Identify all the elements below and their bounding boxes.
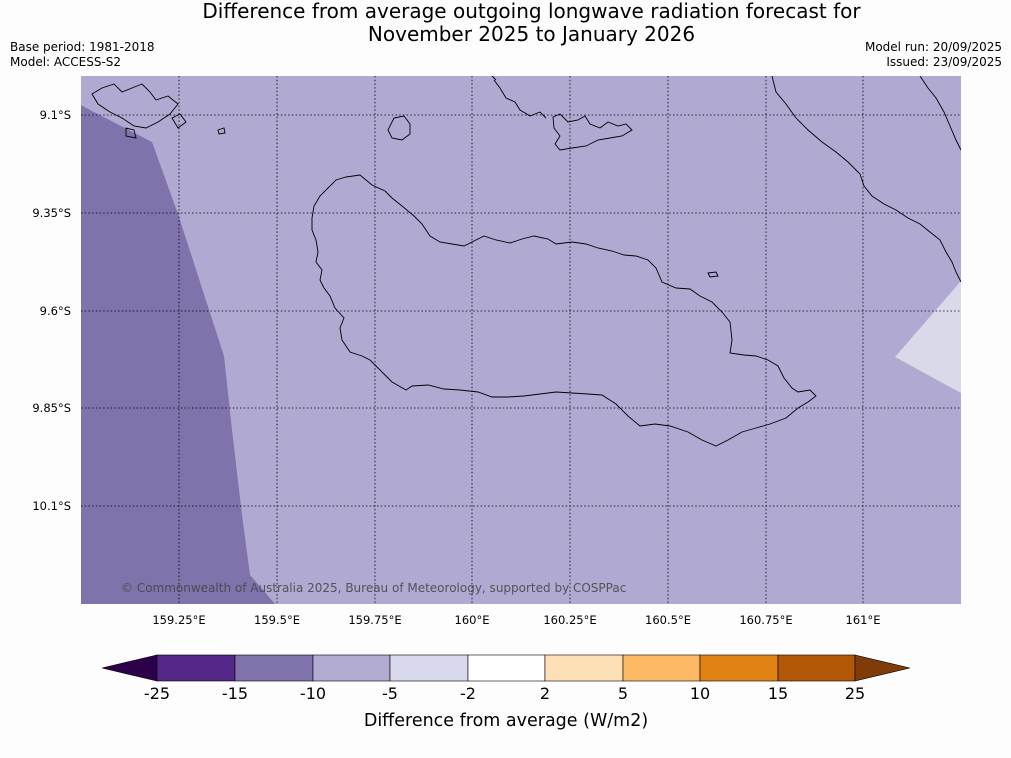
small-island-coastline (387, 115, 411, 141)
guadalcanal-coastline (311, 174, 817, 447)
colorbar-swatch-8 (699, 654, 779, 682)
latitude-labels: 9.1°S 9.35°S 9.6°S 9.85°S 10.1°S (32, 108, 71, 513)
base-period-label: Base period: 1981-2018 (10, 40, 155, 54)
longitude-labels: 159.25°E 159.5°E 159.75°E 160°E 160.25°E… (152, 613, 880, 627)
lon-label-159-75: 159.75°E (348, 613, 401, 627)
meta-right: Model run: 20/09/2025 Issued: 23/09/2025 (865, 40, 1002, 70)
lon-label-159-5: 159.5°E (254, 613, 300, 627)
copyright-text: © Commonwealth of Australia 2025, Bureau… (121, 581, 626, 595)
colorbar-tick-label: -25 (144, 684, 170, 703)
colorbar-swatch-5 (467, 654, 546, 682)
lat-label-9-6: 9.6°S (40, 304, 71, 318)
lat-label-9-1: 9.1°S (40, 108, 71, 122)
north-coast-fragments (491, 76, 547, 119)
lon-label-160-25: 160.25°E (543, 613, 596, 627)
colorbar-swatch-9 (777, 654, 856, 682)
savo-islands-coastline (91, 83, 226, 139)
meta-left: Base period: 1981-2018 Model: ACCESS-S2 (10, 40, 155, 70)
colorbar-swatch-3 (312, 654, 391, 682)
colorbar-tick-label: -2 (460, 684, 476, 703)
coastlines (91, 76, 961, 447)
colorbar-swatch-4 (389, 654, 469, 682)
malaita-north-coastline (919, 76, 961, 151)
colorbar-tick-label: 15 (768, 684, 788, 703)
title-line-2: November 2025 to January 2026 (367, 22, 696, 46)
colorbar-swatch-2 (234, 654, 314, 682)
colorbar-swatch-7 (622, 654, 701, 682)
colorbar-tick-label: -15 (222, 684, 248, 703)
graticule (81, 76, 961, 604)
colorbar: -25 -15 -10 -5 -2 2 5 10 15 25 Differenc… (101, 654, 911, 731)
colorbar-swatch-6 (544, 654, 624, 682)
colorbar-arrow-right (854, 654, 911, 682)
islet-coastline (707, 271, 719, 278)
model-label: Model: ACCESS-S2 (10, 55, 122, 69)
west-anomaly-region (81, 105, 275, 604)
map-panel: © Commonwealth of Australia 2025, Bureau… (81, 76, 961, 604)
lat-label-9-35: 9.35°S (32, 206, 71, 220)
colorbar-tick-label: 10 (690, 684, 710, 703)
lon-label-160-5: 160.5°E (645, 613, 691, 627)
colorbar-tick-label: -10 (300, 684, 326, 703)
east-anomaly-region (895, 281, 961, 393)
title-line-1: Difference from average outgoing longwav… (202, 0, 861, 23)
florida-islands-coastline (552, 113, 633, 151)
colorbar-title: Difference from average (W/m2) (364, 711, 648, 731)
colorbar-tick-label: 5 (618, 684, 628, 703)
colorbar-swatch-1 (156, 654, 236, 682)
colorbar-tick-label: 25 (845, 684, 865, 703)
colorbar-tick-label: -5 (382, 684, 398, 703)
lon-label-161: 161°E (846, 613, 881, 627)
model-run-label: Model run: 20/09/2025 (864, 40, 1002, 54)
lon-label-160-75: 160.75°E (739, 613, 792, 627)
colorbar-arrow-left (101, 654, 158, 682)
lon-label-159-25: 159.25°E (152, 613, 205, 627)
lon-label-160: 160°E (455, 613, 490, 627)
lat-label-9-85: 9.85°S (32, 401, 71, 415)
chart-title: Difference from average outgoing longwav… (0, 0, 1011, 46)
issued-label: Issued: 23/09/2025 (886, 55, 1002, 69)
colorbar-tick-label: 2 (540, 684, 550, 703)
malaita-coastline (771, 76, 961, 283)
lat-label-10-1: 10.1°S (32, 499, 71, 513)
